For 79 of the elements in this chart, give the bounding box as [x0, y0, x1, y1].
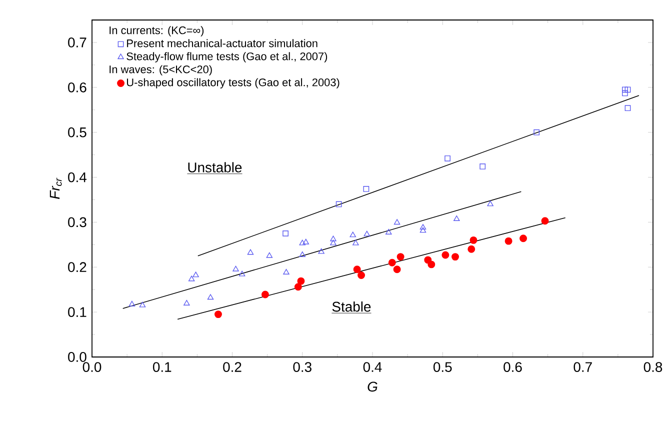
point	[452, 253, 459, 261]
point	[282, 230, 288, 236]
point	[454, 216, 460, 221]
point	[487, 200, 494, 206]
point	[184, 300, 190, 306]
annotation: In currents: (KC=∞)	[110, 26, 204, 36]
y-tick-label: 0.5	[68, 127, 86, 138]
point	[358, 271, 366, 279]
legend-label: Present mechanical-actuator simulation	[127, 39, 318, 48]
legend-label: Steady-flow flume tests (Gao et al., 2007)	[126, 52, 328, 62]
point	[396, 253, 404, 261]
y-tick-label: 0.0	[68, 352, 86, 362]
point	[352, 240, 359, 246]
point	[520, 234, 528, 242]
point	[624, 86, 631, 93]
point	[420, 224, 426, 230]
y-tick-label: 0.3	[68, 217, 86, 228]
point	[214, 310, 222, 318]
point	[330, 236, 336, 242]
point	[388, 258, 396, 266]
point	[444, 155, 450, 162]
point	[299, 251, 306, 257]
point	[266, 252, 273, 258]
point	[318, 248, 324, 254]
point	[330, 240, 336, 246]
point	[192, 272, 199, 278]
x-tick-label: 0.0	[82, 362, 102, 372]
y-tick-label: 0.7	[68, 38, 86, 48]
point	[247, 249, 254, 255]
point	[624, 105, 631, 112]
x-tick-label: 0.7	[574, 362, 592, 372]
legend-label: U-shaped oscillatory tests (Gao et al., 2003)	[126, 78, 340, 88]
x-tick-label: 0.8	[644, 362, 662, 372]
point	[428, 260, 436, 268]
point	[480, 164, 486, 170]
point	[294, 283, 302, 291]
y-tick-label: 0.2	[68, 262, 86, 272]
point	[622, 90, 628, 96]
point	[622, 86, 628, 93]
point	[393, 266, 401, 274]
annotation: Unstable	[188, 162, 242, 172]
point	[139, 302, 146, 308]
x-tick-label: 0.1	[152, 362, 172, 372]
x-tick-label: 0.4	[363, 362, 382, 372]
point	[534, 129, 540, 136]
x-tick-label: 0.2	[223, 362, 242, 372]
point	[297, 277, 305, 285]
x-tick-label: 0.3	[293, 362, 312, 372]
x-tick-label: 0.6	[504, 362, 522, 372]
point	[283, 268, 290, 274]
point	[188, 276, 195, 282]
point	[363, 186, 370, 192]
point	[302, 238, 309, 244]
point	[261, 290, 269, 298]
y-axis-title: Fr$_{cr}$	[50, 178, 62, 199]
point	[442, 251, 450, 259]
point	[299, 240, 306, 246]
point	[128, 300, 136, 306]
point	[470, 236, 478, 244]
point	[541, 217, 549, 225]
point	[350, 232, 356, 238]
y-tick-label: 0.1	[68, 307, 86, 318]
point	[386, 229, 392, 234]
annotation: Stable	[332, 301, 371, 312]
point	[353, 266, 361, 274]
point	[420, 227, 426, 233]
point	[394, 219, 400, 225]
point	[364, 230, 370, 236]
annotation: In waves: (5<KC<20)	[110, 65, 212, 76]
point	[336, 201, 342, 208]
y-tick-label: 0.4	[68, 172, 86, 182]
x-tick-label: 0.5	[433, 362, 452, 372]
point	[504, 237, 512, 245]
point	[468, 245, 476, 253]
point	[207, 294, 214, 300]
y-tick-label: 0.6	[68, 82, 86, 92]
x-axis-title: G	[368, 382, 378, 392]
point	[238, 270, 246, 276]
point	[232, 266, 239, 272]
